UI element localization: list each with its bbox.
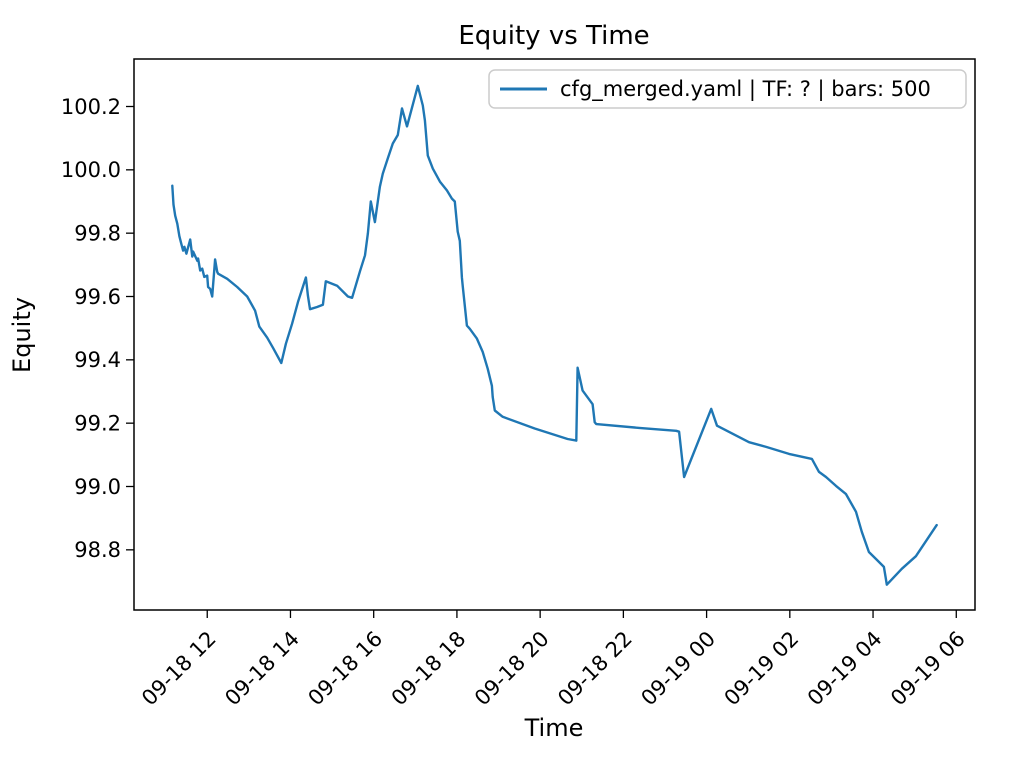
x-tick-label: 09-18 12 bbox=[137, 627, 221, 711]
y-tick-label: 99.4 bbox=[74, 348, 121, 372]
legend-entry-label: cfg_merged.yaml | TF: ? | bars: 500 bbox=[560, 77, 931, 102]
y-tick-label: 100.0 bbox=[61, 158, 121, 182]
y-tick-label: 99.0 bbox=[74, 475, 121, 499]
y-tick-label: 99.6 bbox=[74, 285, 121, 309]
x-tick-label: 09-18 14 bbox=[220, 627, 304, 711]
y-axis-label: Equity bbox=[8, 297, 36, 373]
legend-box bbox=[488, 69, 967, 109]
y-tick-label: 100.2 bbox=[61, 95, 121, 119]
equity-curve bbox=[171, 84, 938, 586]
x-tick-label: 09-18 22 bbox=[553, 627, 637, 711]
y-axis-ticks: 98.8 99.0 99.2 99.4 99.6 99.8 100.0 100.2 bbox=[61, 95, 134, 562]
x-axis-label: Time bbox=[524, 714, 584, 742]
x-tick-label: 09-19 06 bbox=[886, 627, 970, 711]
x-tick-label: 09-19 02 bbox=[720, 627, 804, 711]
legend: cfg_merged.yaml | TF: ? | bars: 500 bbox=[488, 69, 967, 109]
x-tick-label: 09-18 16 bbox=[303, 627, 387, 711]
x-tick-label: 09-18 20 bbox=[470, 627, 554, 711]
x-tick-label: 09-18 18 bbox=[387, 627, 471, 711]
x-axis-ticks: 09-18 12 09-18 14 09-18 16 09-18 18 09-18 20… bbox=[137, 610, 970, 710]
y-tick-label: 99.8 bbox=[74, 222, 121, 246]
equity-series-line bbox=[171, 84, 938, 586]
chart-title: Equity vs Time bbox=[458, 21, 649, 51]
plot-area-border bbox=[133, 58, 976, 611]
y-tick-label: 98.8 bbox=[74, 538, 121, 562]
x-tick-label: 09-19 00 bbox=[636, 627, 720, 711]
x-tick-label: 09-19 04 bbox=[803, 627, 887, 711]
y-tick-label: 99.2 bbox=[74, 412, 121, 436]
